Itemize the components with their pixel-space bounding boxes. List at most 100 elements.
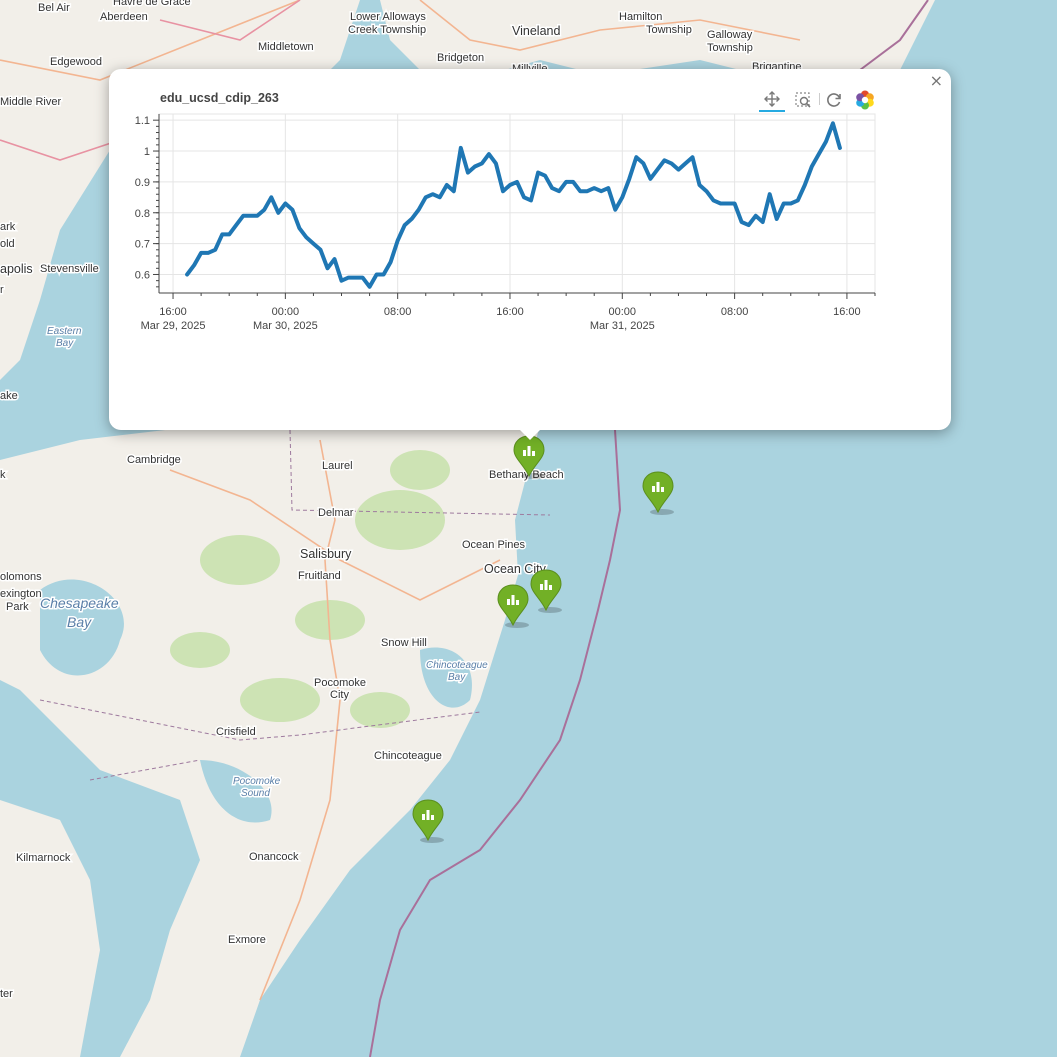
place-label: Park bbox=[6, 601, 29, 613]
place-label: Galloway bbox=[707, 29, 753, 41]
reset-icon bbox=[827, 93, 841, 107]
place-label: Chincoteague bbox=[374, 750, 442, 762]
y-tick-label: 1 bbox=[144, 146, 150, 158]
chart-title: edu_ucsd_cdip_263 bbox=[160, 91, 279, 105]
box-zoom-tool[interactable] bbox=[790, 88, 816, 112]
water-label: Chesapeake bbox=[40, 595, 119, 611]
place-label: Middletown bbox=[258, 41, 314, 53]
plot-area bbox=[158, 113, 876, 294]
water-label: Chincoteague bbox=[426, 660, 488, 671]
place-label: Ocean Pines bbox=[462, 539, 525, 551]
chincoteague-bay-water bbox=[420, 647, 472, 708]
line-chart[interactable]: 16:00 Mar 29, 2025 00:00 Mar 30, 2025 08:00 1… bbox=[109, 69, 951, 430]
water-label: Sound bbox=[241, 788, 270, 799]
water-label: Bay bbox=[56, 338, 74, 349]
series-line bbox=[185, 121, 842, 289]
bar-chart-icon bbox=[540, 580, 552, 590]
y-tick-label: 0.9 bbox=[135, 177, 150, 189]
roads bbox=[0, 0, 801, 1001]
bar-chart-icon bbox=[422, 810, 434, 820]
place-label: old bbox=[0, 238, 15, 250]
pocomoke-sound-water bbox=[200, 760, 272, 823]
water-label: Eastern bbox=[47, 326, 82, 337]
chesapeake-bay-water bbox=[40, 579, 124, 676]
place-label: Havre de Grace bbox=[113, 0, 191, 8]
buoy-marker-5[interactable] bbox=[412, 799, 444, 843]
place-label: Salisbury bbox=[300, 547, 352, 561]
land-north-jersey bbox=[380, 0, 935, 90]
x-tick-date-label: Mar 30, 2025 bbox=[253, 320, 318, 332]
place-label: Bel Air bbox=[38, 2, 70, 14]
place-label: Stevensville bbox=[40, 263, 99, 275]
place-label: ark bbox=[0, 221, 16, 233]
y-tick-label: 1.1 bbox=[135, 115, 150, 127]
chart-popup: × edu_ucsd_cdip_263 bbox=[109, 69, 951, 430]
place-label: Fruitland bbox=[298, 570, 341, 582]
place-label: ter bbox=[0, 988, 13, 1000]
place-label: Bethany Beach bbox=[489, 469, 564, 481]
x-tick-label: 08:00 bbox=[721, 306, 749, 318]
place-label: Cambridge bbox=[127, 454, 181, 466]
toolbar-separator bbox=[819, 93, 820, 105]
place-label: Laurel bbox=[322, 460, 353, 472]
place-label: Crisfield bbox=[216, 726, 256, 738]
buoy-marker-3[interactable] bbox=[530, 569, 562, 613]
buoy-marker-2[interactable] bbox=[642, 471, 674, 515]
popup-tip bbox=[519, 429, 541, 440]
highways bbox=[0, 0, 301, 161]
place-label: Pocomoke bbox=[314, 677, 366, 689]
place-label: Ocean City bbox=[484, 562, 547, 576]
water-label: Bay bbox=[448, 672, 466, 683]
place-label: Middle River bbox=[0, 96, 61, 108]
place-label: Kilmarnock bbox=[16, 852, 71, 864]
place-label: Delmar bbox=[318, 507, 354, 519]
place-label: Onancock bbox=[249, 851, 299, 863]
place-label: r bbox=[0, 284, 4, 296]
place-label: Bridgeton bbox=[437, 52, 484, 64]
x-tick-label: 16:00 bbox=[159, 306, 187, 318]
pan-tool[interactable] bbox=[759, 88, 785, 112]
x-tick-date-label: Mar 29, 2025 bbox=[141, 320, 206, 332]
state-boundaries bbox=[39, 429, 551, 781]
water-label: Bay bbox=[67, 614, 92, 630]
x-tick-label: 16:00 bbox=[496, 306, 524, 318]
bokeh-logo-icon bbox=[856, 90, 874, 110]
place-label: City bbox=[330, 689, 349, 701]
x-tick-label: 00:00 bbox=[272, 306, 300, 318]
y-tick-label: 0.6 bbox=[135, 269, 150, 281]
bokeh-logo[interactable] bbox=[852, 88, 878, 112]
place-label: Township bbox=[707, 42, 753, 54]
place-label: Lower Alloways bbox=[350, 11, 426, 23]
land-delmarva bbox=[0, 420, 540, 1057]
place-label: Edgewood bbox=[50, 56, 102, 68]
offshore-boundary bbox=[369, 0, 929, 1057]
place-label: Vineland bbox=[512, 24, 560, 38]
place-label: exington bbox=[0, 588, 42, 600]
x-tick-label: 08:00 bbox=[384, 306, 412, 318]
bar-chart-icon bbox=[652, 482, 664, 492]
bar-chart-icon bbox=[507, 595, 519, 605]
place-label: Hamilton bbox=[619, 11, 662, 23]
place-label: olomons bbox=[0, 571, 42, 583]
place-label: Exmore bbox=[228, 934, 266, 946]
place-label: ake bbox=[0, 390, 18, 402]
zoom-box-icon bbox=[795, 92, 811, 108]
buoy-marker-1[interactable] bbox=[513, 435, 545, 479]
place-label: Township bbox=[646, 24, 692, 36]
place-label: Creek Township bbox=[348, 24, 426, 36]
place-label: Snow Hill bbox=[381, 637, 427, 649]
land-southwest bbox=[0, 800, 100, 1057]
bar-chart-icon bbox=[523, 446, 535, 456]
x-tick-date-label: Mar 31, 2025 bbox=[590, 320, 655, 332]
place-label: Aberdeen bbox=[100, 11, 148, 23]
water-label: Pocomoke bbox=[233, 776, 281, 787]
y-tick-label: 0.8 bbox=[135, 208, 150, 220]
place-label: k bbox=[0, 469, 6, 481]
move-icon bbox=[764, 91, 780, 107]
forest-patches bbox=[170, 450, 450, 728]
x-tick-label: 16:00 bbox=[833, 306, 861, 318]
y-tick-label: 0.7 bbox=[135, 239, 150, 251]
popup-close-button[interactable]: × bbox=[929, 71, 943, 90]
reset-tool[interactable] bbox=[821, 88, 847, 112]
buoy-marker-4[interactable] bbox=[497, 584, 529, 628]
